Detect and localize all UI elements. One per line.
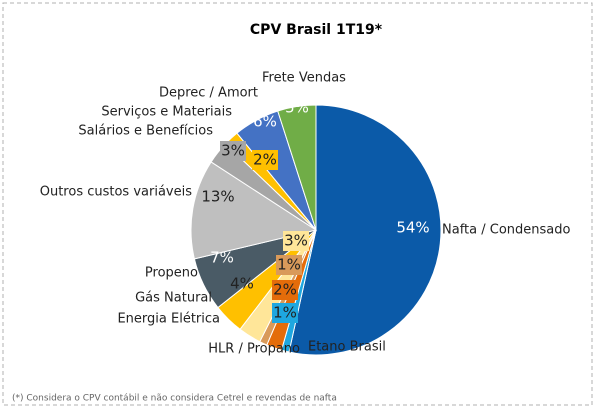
value-label: 6% (253, 113, 277, 131)
frame (2, 2, 593, 406)
category-label: HLR / Propano (208, 342, 300, 357)
label-box (272, 303, 298, 323)
category-label: Frete Vendas (262, 71, 346, 86)
footnote: (*) Considera o CPV contábil e não consi… (12, 394, 337, 404)
value-label: 2% (253, 151, 277, 169)
label-box (220, 141, 246, 161)
value-label: 54% (396, 219, 429, 237)
category-label: Energia Elétrica (117, 312, 220, 327)
label-box (276, 255, 302, 275)
value-label: 1% (273, 304, 297, 322)
category-label: Salários e Benefícios (78, 124, 213, 139)
category-label: Outros custos variáveis (40, 185, 192, 200)
pie-slice (277, 104, 317, 231)
value-label: 3% (284, 232, 308, 250)
value-label: 1% (277, 256, 301, 274)
label-box (283, 231, 309, 251)
label-box (272, 280, 298, 300)
category-label: Serviços e Materiais (101, 105, 232, 120)
category-label: Gás Natural (135, 291, 212, 306)
value-label: 3% (221, 142, 245, 160)
value-label: 5% (285, 99, 309, 117)
value-label: 2% (273, 281, 297, 299)
value-label: 13% (201, 188, 234, 206)
value-label: 4% (230, 275, 254, 293)
category-label: Nafta / Condensado (442, 223, 570, 238)
chart-title: CPV Brasil 1T19* (250, 22, 383, 38)
category-label: Propeno (145, 266, 198, 281)
pie-slice (288, 104, 442, 356)
label-box (252, 150, 278, 170)
category-label: Deprec / Amort (159, 86, 258, 101)
category-label: Etano Brasil (308, 340, 386, 355)
value-label: 7% (210, 249, 234, 267)
